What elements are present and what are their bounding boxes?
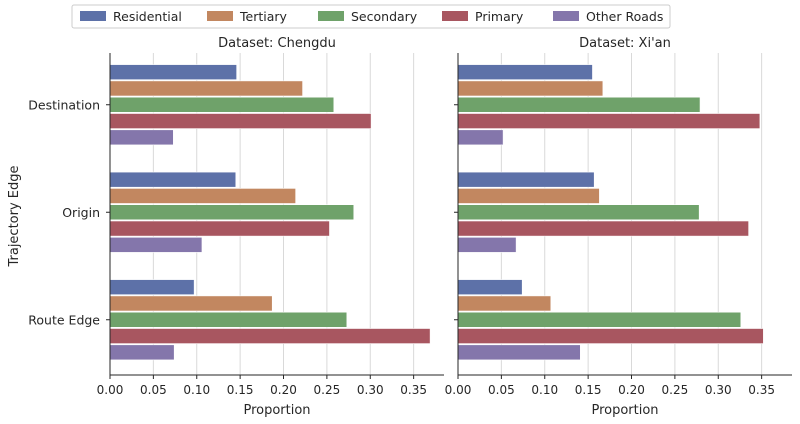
panel-title: Dataset: Chengdu: [218, 36, 336, 51]
bar-secondary-route-edge: [457, 311, 742, 328]
x-axis-label: Proportion: [591, 403, 658, 418]
bar-residential-route-edge: [457, 279, 523, 296]
bar-tertiary-destination: [109, 80, 303, 97]
legend-swatch-primary: [442, 11, 468, 21]
bar-secondary-route-edge: [109, 311, 348, 328]
bar-primary-destination: [457, 113, 761, 129]
x-tick-label-3: 0.15: [227, 383, 254, 397]
bar-other-roads-route-edge: [457, 344, 581, 361]
y-axis-label: Trajectory Edge: [7, 165, 22, 267]
bar-other-roads-origin: [109, 237, 203, 253]
bar-primary-destination: [109, 113, 372, 129]
bar-tertiary-route-edge: [457, 295, 552, 312]
bar-other-roads-origin: [457, 237, 517, 253]
bar-residential-route-edge: [109, 279, 195, 296]
x-tick-label-2: 0.10: [183, 383, 210, 397]
y-tick-label-origin: Origin: [62, 205, 100, 220]
bar-secondary-origin: [457, 204, 700, 221]
x-tick-label-5: 0.25: [314, 383, 341, 397]
legend-swatch-tertiary: [207, 11, 233, 21]
x-tick-label-5: 0.25: [662, 383, 689, 397]
bar-residential-origin: [457, 171, 595, 188]
bar-other-roads-destination: [457, 129, 504, 146]
legend: Residential Tertiary Secondary Primary Other…: [71, 4, 671, 29]
bar-primary-route-edge: [109, 328, 431, 344]
x-tick-label-6: 0.30: [705, 383, 732, 397]
x-tick-label-7: 0.35: [400, 383, 427, 397]
bar-residential-destination: [109, 64, 237, 80]
legend-label-residential: Residential: [113, 9, 182, 24]
bar-secondary-destination: [457, 96, 701, 113]
legend-label-tertiary: Tertiary: [239, 9, 288, 24]
x-tick-label-4: 0.20: [270, 383, 297, 397]
x-axis-label: Proportion: [243, 403, 310, 418]
bar-secondary-origin: [109, 204, 355, 221]
x-tick-label-3: 0.15: [575, 383, 602, 397]
bar-other-roads-destination: [109, 129, 174, 146]
x-tick-label-6: 0.30: [357, 383, 384, 397]
bar-other-roads-route-edge: [109, 344, 175, 361]
x-tick-label-7: 0.35: [748, 383, 775, 397]
x-tick-label-0: 0.00: [445, 383, 472, 397]
legend-label-secondary: Secondary: [351, 9, 418, 24]
bar-primary-origin: [109, 220, 330, 237]
bar-tertiary-origin: [109, 188, 296, 204]
bar-primary-route-edge: [457, 328, 764, 344]
bar-primary-origin: [457, 220, 749, 237]
bar-tertiary-destination: [457, 80, 604, 97]
bar-residential-destination: [457, 64, 593, 80]
bar-tertiary-origin: [457, 188, 600, 204]
bar-tertiary-route-edge: [109, 295, 273, 312]
panel-chengdu: 0.00 0.05 0.10 0.15 0.20 0.25 0.30 0.35 Destinat…: [28, 36, 444, 418]
legend-label-primary: Primary: [475, 9, 524, 24]
y-tick-label-destination: Destination: [28, 97, 100, 112]
panel-xian: 0.00 0.05 0.10 0.15 0.20 0.25 0.30 0.35 Dataset:…: [445, 36, 792, 418]
legend-label-other-roads: Other Roads: [586, 9, 663, 24]
legend-swatch-residential: [80, 11, 106, 21]
x-tick-label-2: 0.10: [531, 383, 558, 397]
x-tick-label-1: 0.05: [140, 383, 167, 397]
x-tick-label-0: 0.00: [97, 383, 124, 397]
x-tick-label-4: 0.20: [618, 383, 645, 397]
y-tick-label-route-edge: Route Edge: [28, 312, 100, 327]
panel-title: Dataset: Xi'an: [579, 36, 671, 51]
bar-secondary-destination: [109, 96, 335, 113]
legend-frame: [71, 4, 671, 29]
legend-swatch-secondary: [318, 11, 344, 21]
bar-residential-origin: [109, 171, 237, 188]
x-tick-label-1: 0.05: [488, 383, 515, 397]
legend-swatch-other-roads: [553, 11, 579, 21]
